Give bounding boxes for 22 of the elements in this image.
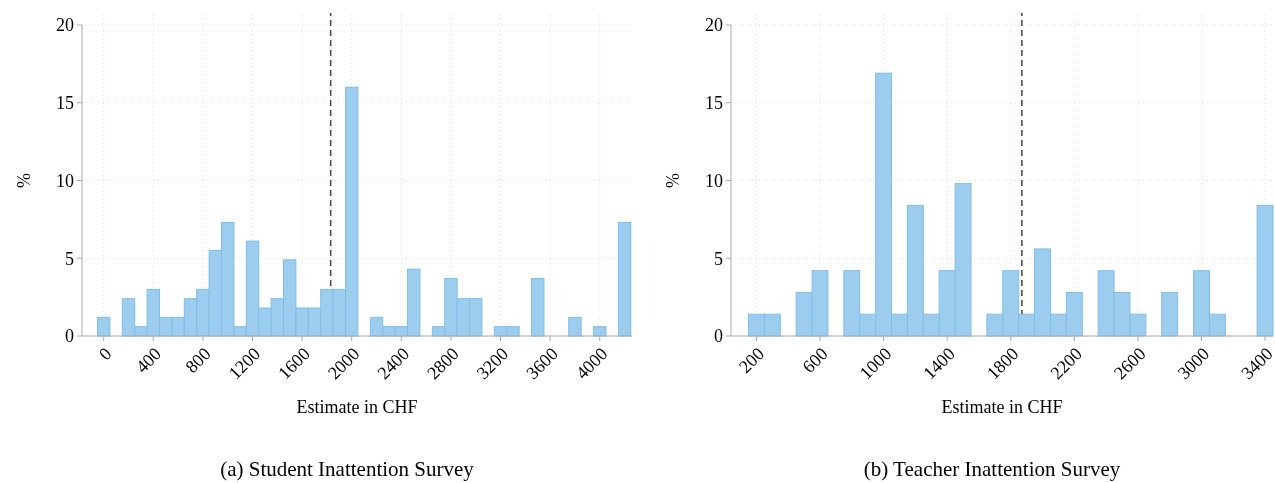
y-tick-label: 0 [714,326,723,347]
x-tick-label: 200 [734,343,769,377]
y-tick-label: 0 [65,326,74,347]
y-tick-label: 10 [705,170,723,191]
y-tick-label: 20 [705,15,723,36]
y-tick-label: 5 [714,248,723,269]
x-tick-label: 0 [94,343,116,365]
x-tick-label: 400 [131,343,166,377]
x-axis-title: Estimate in CHF [296,397,418,417]
x-tick-label: 800 [181,343,215,377]
x-tick-label: 4000 [571,343,612,384]
y-tick-label: 10 [56,170,74,191]
y-tick-label: 5 [65,248,74,269]
text: (a) Student Inattention Survey [220,457,475,481]
x-tick-label: 600 [798,343,832,377]
x-axis-title: Estimate in CHF [941,397,1063,417]
text: (b) Teacher Inattention Survey [863,457,1121,481]
y-tick-label: 15 [56,93,74,114]
y-tick-label: 15 [705,93,723,114]
y-axis-title: % [14,173,34,188]
y-axis-title: % [663,173,683,188]
y-tick-label: 20 [56,15,74,36]
